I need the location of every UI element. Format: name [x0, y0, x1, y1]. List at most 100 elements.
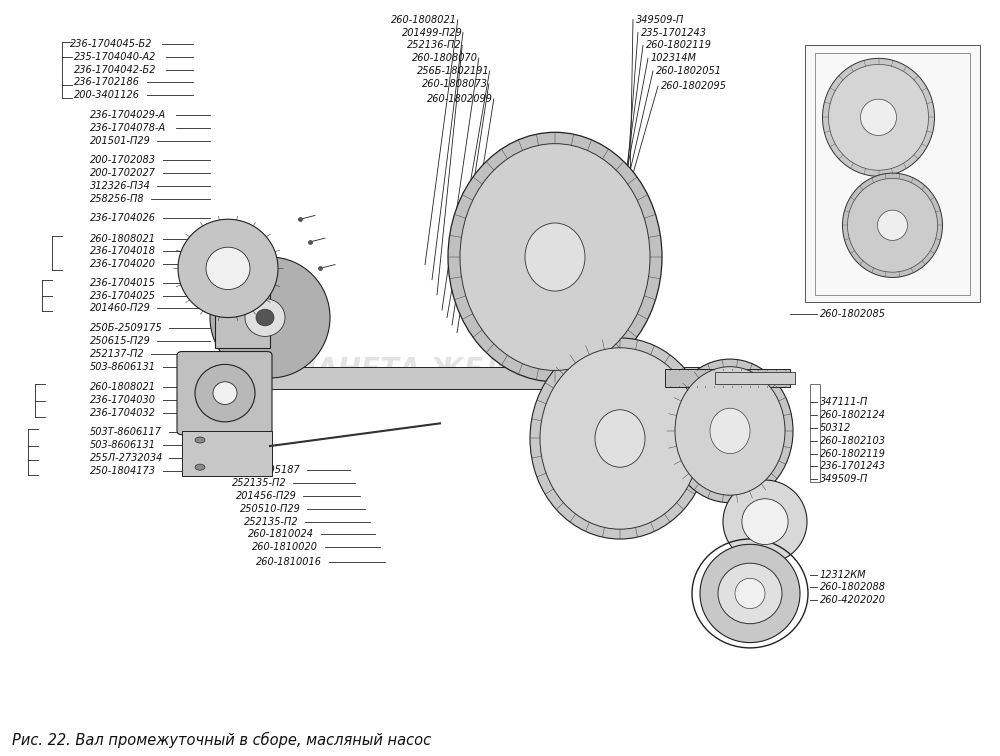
Ellipse shape	[710, 408, 750, 454]
Text: 503-8606131: 503-8606131	[90, 440, 156, 451]
Ellipse shape	[700, 544, 800, 643]
Text: 250-1804173: 250-1804173	[90, 466, 156, 476]
Text: 260-1802088: 260-1802088	[820, 582, 886, 593]
Ellipse shape	[245, 299, 285, 336]
Text: 235-1704040-А2: 235-1704040-А2	[74, 51, 156, 62]
Ellipse shape	[213, 382, 237, 404]
Text: 256Б-3405187: 256Б-3405187	[228, 465, 301, 476]
Text: 255Л-2732034: 255Л-2732034	[90, 453, 163, 463]
Ellipse shape	[448, 132, 662, 382]
Ellipse shape	[530, 338, 710, 539]
Text: 250Б-2509175: 250Б-2509175	[90, 323, 163, 333]
Text: 260-1802124: 260-1802124	[820, 410, 886, 420]
Text: 250510-П29: 250510-П29	[240, 503, 301, 514]
Ellipse shape	[206, 247, 250, 290]
Ellipse shape	[735, 578, 765, 609]
Text: 236-1704030: 236-1704030	[90, 395, 156, 405]
Text: 200-1702083: 200-1702083	[90, 155, 156, 166]
Text: 349509-П: 349509-П	[636, 14, 684, 25]
Text: 236-1704029-А: 236-1704029-А	[90, 110, 166, 120]
Text: 201499-П29: 201499-П29	[402, 27, 463, 38]
Text: 260-1802051: 260-1802051	[656, 66, 722, 76]
Text: 260-1808073: 260-1808073	[422, 79, 488, 89]
Ellipse shape	[525, 223, 585, 291]
Text: 260-1808021: 260-1808021	[391, 14, 457, 25]
Text: 260-1802119: 260-1802119	[820, 448, 886, 459]
Text: 235-1701243: 235-1701243	[641, 27, 707, 38]
FancyBboxPatch shape	[215, 287, 270, 348]
Text: 236-1704018: 236-1704018	[90, 246, 156, 256]
Ellipse shape	[843, 173, 943, 277]
Text: 260-1810016: 260-1810016	[256, 557, 322, 568]
Text: 260-1802099: 260-1802099	[427, 94, 493, 104]
Text: 503-8606131: 503-8606131	[90, 361, 156, 372]
Text: 200-1702027: 200-1702027	[90, 168, 156, 178]
Text: 503Т-8606117: 503Т-8606117	[90, 427, 162, 438]
Text: 236-1704078-А: 236-1704078-А	[90, 122, 166, 133]
Text: 260-1810020: 260-1810020	[252, 542, 318, 553]
Text: 260-1808021: 260-1808021	[90, 382, 156, 392]
Text: 260-1808021: 260-1808021	[90, 234, 156, 244]
Text: 252135-П2: 252135-П2	[244, 516, 299, 527]
Ellipse shape	[178, 219, 278, 318]
Text: 260-1808070: 260-1808070	[412, 53, 478, 64]
Ellipse shape	[595, 410, 645, 467]
Text: 260-1802095: 260-1802095	[661, 81, 727, 91]
Ellipse shape	[861, 99, 897, 135]
Ellipse shape	[667, 359, 793, 503]
Text: 236-1702186: 236-1702186	[74, 77, 140, 88]
Ellipse shape	[256, 309, 274, 326]
Text: 252135-П2: 252135-П2	[232, 478, 287, 488]
Ellipse shape	[675, 367, 785, 495]
Text: 236-1704032: 236-1704032	[90, 407, 156, 418]
Text: 256Б-1802191: 256Б-1802191	[417, 66, 490, 76]
Text: Рис. 22. Вал промежуточный в сборе, масляный насос: Рис. 22. Вал промежуточный в сборе, масл…	[12, 732, 431, 748]
Ellipse shape	[718, 563, 782, 624]
Text: 50312: 50312	[820, 423, 851, 433]
Text: 12312КМ: 12312КМ	[820, 569, 866, 580]
Text: 252137-П2: 252137-П2	[90, 349, 145, 359]
Text: 236-1704042-Б2: 236-1704042-Б2	[74, 64, 156, 75]
Text: 260-4202020: 260-4202020	[820, 595, 886, 606]
Text: 236-1704015: 236-1704015	[90, 277, 156, 288]
Text: 236-1701243: 236-1701243	[820, 461, 886, 472]
Text: 201460-П29: 201460-П29	[90, 303, 151, 314]
Text: 258256-П8: 258256-П8	[90, 194, 145, 204]
Text: 260-1810024: 260-1810024	[248, 529, 314, 540]
Text: 201456-П29: 201456-П29	[236, 491, 297, 501]
Text: 347111-П: 347111-П	[820, 397, 868, 407]
Text: 102314М: 102314М	[651, 53, 697, 64]
Text: 312326-П34: 312326-П34	[90, 181, 151, 191]
Ellipse shape	[195, 364, 255, 422]
FancyBboxPatch shape	[230, 367, 710, 389]
Text: 200-3401126: 200-3401126	[74, 90, 140, 101]
Text: 349509-П: 349509-П	[820, 474, 868, 485]
Ellipse shape	[460, 144, 650, 370]
Text: 250615-П29: 250615-П29	[90, 336, 151, 346]
Ellipse shape	[823, 58, 935, 176]
FancyBboxPatch shape	[665, 369, 790, 387]
Ellipse shape	[829, 64, 929, 170]
FancyBboxPatch shape	[715, 372, 795, 384]
Ellipse shape	[723, 480, 807, 563]
Text: 260-1802085: 260-1802085	[820, 308, 886, 319]
Text: 236-1704026: 236-1704026	[90, 213, 156, 224]
FancyBboxPatch shape	[182, 431, 272, 476]
Text: 236-1704045-Б2: 236-1704045-Б2	[70, 39, 152, 49]
Ellipse shape	[540, 348, 700, 529]
Ellipse shape	[848, 178, 938, 272]
Ellipse shape	[742, 499, 788, 544]
Ellipse shape	[195, 437, 205, 443]
Text: 236-1704020: 236-1704020	[90, 259, 156, 269]
Text: 252136-П2: 252136-П2	[407, 40, 462, 51]
FancyBboxPatch shape	[805, 45, 980, 302]
Ellipse shape	[210, 257, 330, 378]
FancyBboxPatch shape	[177, 352, 272, 435]
Text: ПЛАНЕТА ЖЕЛЕЗЯКА: ПЛАНЕТА ЖЕЛЕЗЯКА	[270, 356, 610, 385]
Ellipse shape	[878, 210, 908, 240]
Text: 236-1704025: 236-1704025	[90, 290, 156, 301]
Text: 260-1802103: 260-1802103	[820, 435, 886, 446]
Ellipse shape	[195, 464, 205, 470]
Text: 260-1802119: 260-1802119	[646, 40, 712, 51]
Text: 201501-П29: 201501-П29	[90, 135, 151, 146]
